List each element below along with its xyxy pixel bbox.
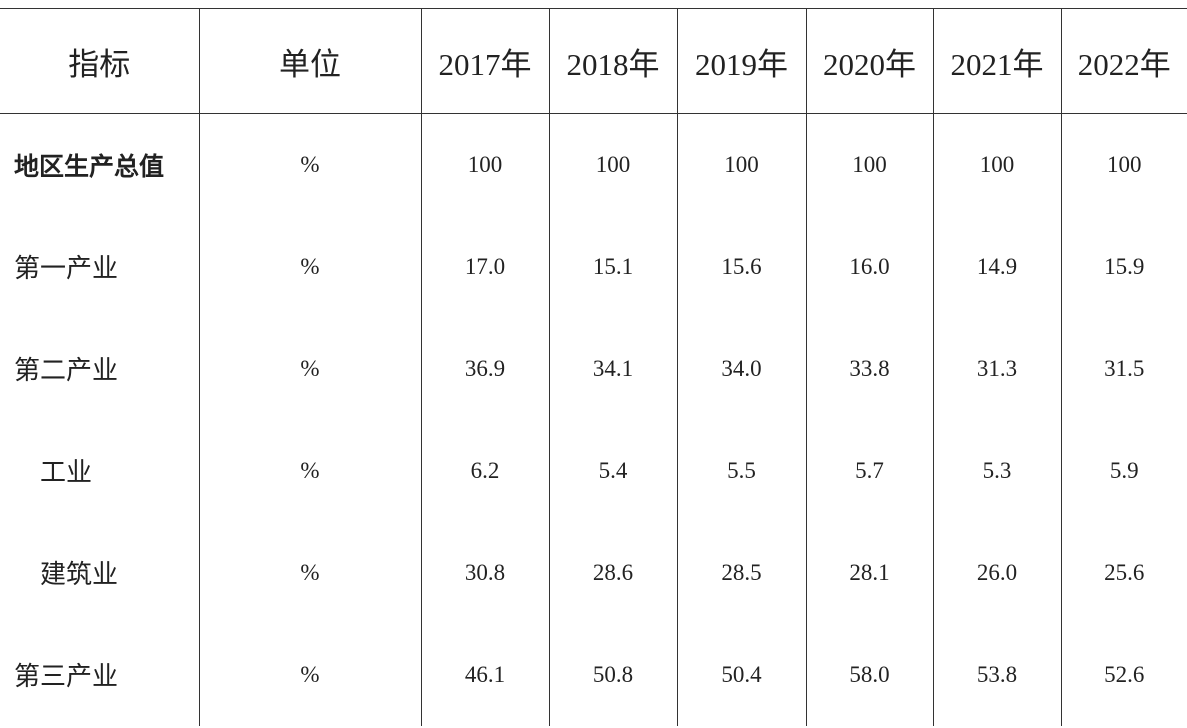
cell: % (198, 317, 421, 420)
cell: 28.1 (805, 521, 933, 624)
cell: 31.3 (932, 317, 1061, 420)
row-label: 地区生产总值 (14, 151, 165, 181)
table-row: 第二产业% 36.9 34.1 34.0 33.8 31.3 31.5 (0, 317, 1187, 420)
cell: 25.6 (1060, 521, 1187, 624)
cell: 16.0 (805, 215, 933, 318)
table-header: 指标 单位 2017年 2018年 2019年 2020年 2021年 2022年 (0, 8, 1187, 114)
cell: 46.1 (420, 623, 549, 726)
cell: 28.6 (548, 521, 677, 624)
table-row: 工业% 6.2 5.4 5.5 5.7 5.3 5.9 (0, 419, 1187, 522)
row-label: 建筑业 (40, 560, 119, 589)
cell: 30.8 (420, 521, 549, 624)
header-row: 指标 单位 2017年 2018年 2019年 2020年 2021年 2022年 (0, 8, 1187, 114)
cell: 28.5 (676, 521, 806, 624)
cell: % (198, 113, 421, 216)
cell: 100 (805, 113, 933, 216)
table-row: 第一产业% 17.0 15.1 15.6 16.0 14.9 15.9 (0, 215, 1187, 318)
row-label: 工业 (40, 458, 93, 487)
data-table: 指标 单位 2017年 2018年 2019年 2020年 2021年 2022年 地区生产总… (0, 8, 1187, 726)
cell: 100 (676, 113, 806, 216)
cell: 34.1 (548, 317, 677, 420)
cell: 5.4 (548, 419, 677, 522)
table-row: 第三产业% 46.1 50.8 50.4 58.0 53.8 52.6 (0, 623, 1187, 726)
cell: 50.4 (676, 623, 806, 726)
header-cell: 2017年 (420, 8, 549, 114)
cell: 50.8 (548, 623, 677, 726)
cell: 26.0 (932, 521, 1061, 624)
header-cell: 2020年 (805, 8, 933, 114)
cell: % (198, 215, 421, 318)
cell: % (198, 623, 421, 726)
row-label: 第二产业 (14, 356, 119, 385)
cell: 15.9 (1060, 215, 1187, 318)
header-cell: 2022年 (1060, 8, 1187, 114)
header-cell: 2018年 (548, 8, 677, 114)
cell: % (198, 521, 421, 624)
cell: 100 (420, 113, 549, 216)
row-label: 第一产业 (14, 254, 119, 283)
cell: 100 (932, 113, 1061, 216)
cell: 6.2 (420, 419, 549, 522)
cell: 5.9 (1060, 419, 1187, 522)
table-body: 地区生产总值% 100 100 100 100 100 100 第一产业% 17.0 15.1 15… (0, 113, 1187, 726)
cell: 31.5 (1060, 317, 1187, 420)
cell: 5.3 (932, 419, 1061, 522)
cell: 5.5 (676, 419, 806, 522)
header-cell: 指标 (68, 46, 131, 82)
cell: 34.0 (676, 317, 806, 420)
cell: 15.1 (548, 215, 677, 318)
cell: 100 (1060, 113, 1187, 216)
table-row: 建筑业% 30.8 28.6 28.5 28.1 26.0 25.6 (0, 521, 1187, 624)
cell: 100 (548, 113, 677, 216)
row-label: 第三产业 (14, 662, 119, 691)
cell: 53.8 (932, 623, 1061, 726)
cell: 5.7 (805, 419, 933, 522)
header-cell: 单位 (198, 8, 421, 114)
cell: 36.9 (420, 317, 549, 420)
table-row: 地区生产总值% 100 100 100 100 100 100 (0, 113, 1187, 216)
cell: % (198, 419, 421, 522)
cell: 15.6 (676, 215, 806, 318)
header-cell: 2021年 (932, 8, 1061, 114)
cell: 58.0 (805, 623, 933, 726)
cell: 17.0 (420, 215, 549, 318)
cell: 52.6 (1060, 623, 1187, 726)
cell: 14.9 (932, 215, 1061, 318)
header-cell: 2019年 (676, 8, 806, 114)
cell: 33.8 (805, 317, 933, 420)
